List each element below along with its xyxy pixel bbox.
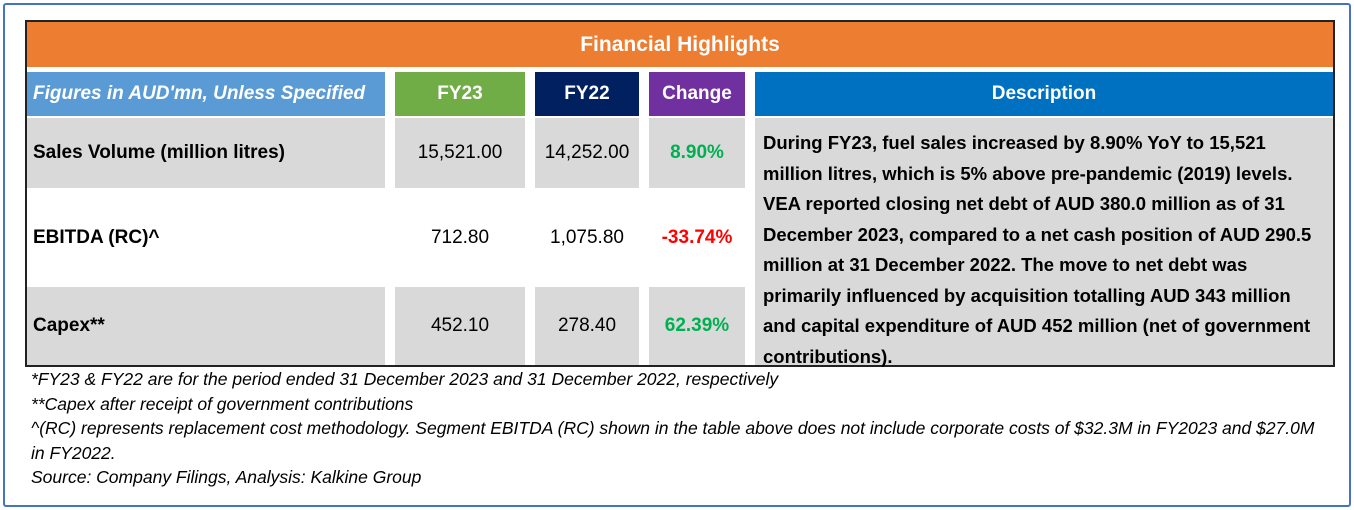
table-title: Financial Highlights: [27, 22, 1333, 67]
header-description: Description: [755, 72, 1333, 116]
header-fy23: FY23: [395, 72, 525, 116]
description-text: During FY23, fuel sales increased by 8.9…: [755, 118, 1333, 367]
financial-highlights-table: Financial Highlights Figures in AUD'mn, …: [25, 20, 1335, 367]
footnotes: *FY23 & FY22 are for the period ended 31…: [31, 367, 1331, 490]
row-sales-volume-label: Sales Volume (million litres): [27, 118, 385, 188]
row-capex-fy22: 278.40: [535, 287, 639, 365]
row-capex-change: 62.39%: [649, 287, 745, 365]
footnote-capex: **Capex after receipt of government cont…: [31, 393, 414, 414]
row-ebitda-fy23: 712.80: [430, 226, 490, 248]
row-capex-fy23: 452.10: [395, 287, 525, 365]
header-change: Change: [649, 72, 745, 116]
header-fy22: FY22: [535, 72, 639, 116]
row-sales-volume-fy23: 15,521.00: [395, 118, 525, 188]
footnote-source: Source: Company Filings, Analysis: Kalki…: [31, 467, 422, 487]
footnote-rc: ^(RC) represents replacement cost method…: [31, 418, 1315, 463]
card-frame: Financial Highlights Figures in AUD'mn, …: [3, 3, 1351, 507]
row-ebitda-label: EBITDA (RC)^: [33, 226, 160, 248]
header-figures-label: Figures in AUD'mn, Unless Specified: [27, 72, 385, 116]
footnote-period: *FY23 & FY22 are for the period ended 31…: [31, 369, 779, 389]
row-sales-volume-fy22: 14,252.00: [535, 118, 639, 188]
row-ebitda-change: -33.74%: [661, 226, 733, 248]
row-sales-volume-change: 8.90%: [649, 118, 745, 188]
row-ebitda-fy22: 1,075.80: [550, 226, 624, 248]
row-capex-label: Capex**: [27, 287, 385, 365]
